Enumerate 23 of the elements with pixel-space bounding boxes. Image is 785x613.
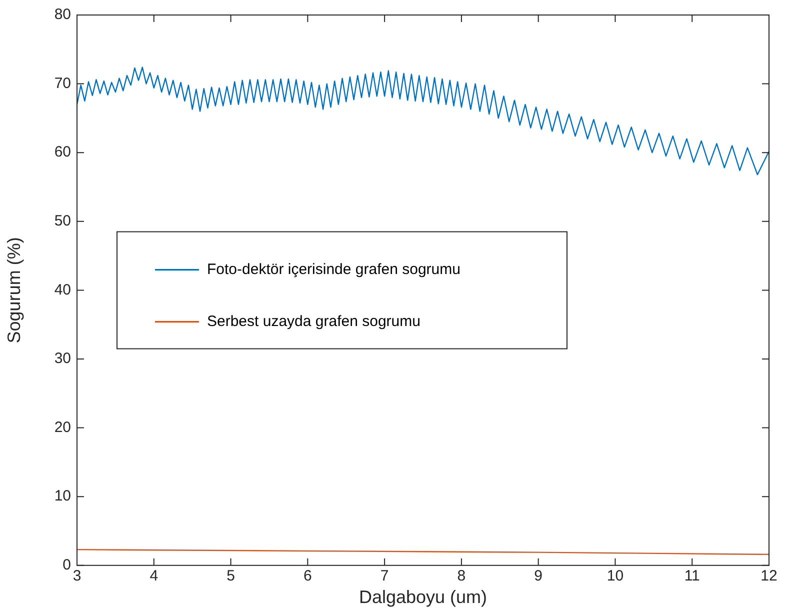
y-tick-label: 60 xyxy=(54,144,71,161)
x-tick-label: 11 xyxy=(684,568,700,585)
x-tick-label: 6 xyxy=(303,568,312,585)
x-tick-label: 7 xyxy=(380,568,389,585)
x-tick-label: 10 xyxy=(606,568,624,585)
legend-label: Serbest uzayda grafen sogrumu xyxy=(207,312,420,330)
x-axis-title: Dalgaboyu (um) xyxy=(358,587,488,608)
x-tick-label: 5 xyxy=(226,568,235,585)
x-tick-label: 9 xyxy=(534,568,543,585)
y-tick-label: 30 xyxy=(54,350,71,368)
y-tick-label: 50 xyxy=(54,212,71,230)
y-tick-label: 70 xyxy=(54,74,71,92)
y-tick-label: 0 xyxy=(62,556,71,574)
y-tick-label: 40 xyxy=(54,281,71,298)
legend-label: Foto-dektör içerisinde grafen sogrumu xyxy=(207,260,460,278)
x-tick-label: 8 xyxy=(457,568,466,585)
x-tick-label: 4 xyxy=(150,568,158,585)
x-tick-label: 3 xyxy=(72,568,82,585)
x-tick-label: 12 xyxy=(760,568,778,585)
y-axis-title: Sogurum (%) xyxy=(4,237,24,344)
y-tick-label: 80 xyxy=(54,6,71,24)
y-tick-label: 20 xyxy=(54,418,71,436)
y-tick-label: 10 xyxy=(54,488,71,505)
